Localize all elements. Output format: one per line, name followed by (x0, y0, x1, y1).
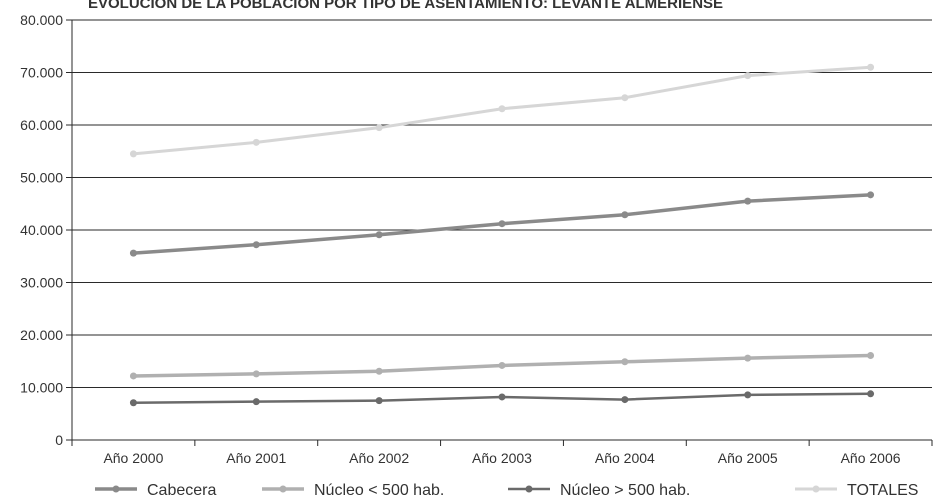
data-point (744, 391, 752, 399)
series-3 (129, 390, 875, 407)
x-tick-label: Año 2001 (226, 450, 286, 466)
x-tick-label: Año 2005 (718, 450, 778, 466)
data-point (129, 150, 137, 158)
legend-label: Núcleo < 500 hab. (314, 482, 444, 498)
data-point (498, 393, 506, 401)
legend-swatch-marker (812, 485, 820, 493)
data-point (621, 358, 629, 366)
x-tick-label: Año 2002 (349, 450, 409, 466)
data-point (744, 354, 752, 362)
x-tick-label: Año 2000 (103, 450, 163, 466)
y-tick-label: 50.000 (20, 170, 63, 186)
data-point (744, 197, 752, 205)
data-point (252, 370, 260, 378)
y-tick-label: 30.000 (20, 275, 63, 291)
axes (66, 19, 933, 446)
legend-entry: Núcleo > 500 hab. (508, 482, 690, 498)
legend-swatch-marker (525, 485, 533, 493)
legend-entry: TOTALES (795, 482, 918, 498)
data-point (375, 367, 383, 375)
data-point (375, 231, 383, 239)
data-point (621, 396, 629, 404)
data-point (252, 241, 260, 249)
y-tick-label: 10.000 (20, 380, 63, 396)
gridlines (72, 19, 932, 388)
data-point (744, 72, 752, 80)
legend-swatch-marker (112, 485, 120, 493)
data-point (252, 398, 260, 406)
data-point (129, 399, 137, 407)
y-tick-label: 40.000 (20, 222, 63, 238)
y-tick-label: 0 (55, 432, 63, 448)
x-tick-label: Año 2003 (472, 450, 532, 466)
y-tick-label: 60.000 (20, 117, 63, 133)
data-point (621, 211, 629, 219)
data-point (867, 63, 875, 71)
data-point (498, 220, 506, 228)
data-point (375, 124, 383, 132)
legend-swatch-marker (279, 485, 287, 493)
y-tick-label: 20.000 (20, 327, 63, 343)
legend-entry: Núcleo < 500 hab. (262, 482, 444, 498)
data-point (867, 191, 875, 199)
legend-label: Cabecera (147, 482, 216, 498)
y-tick-label: 70.000 (20, 65, 63, 81)
data-point (867, 390, 875, 398)
data-point (252, 138, 260, 146)
legend-label: TOTALES (847, 482, 918, 498)
y-tick-labels: 0 10.000 20.000 30.000 40.000 50.000 60.000 70.… (20, 12, 63, 448)
series-lines (129, 63, 875, 407)
x-tick-labels: Año 2000 Año 2001 Año 2002 Año 2003 Año 2004… (103, 450, 900, 466)
legend-label: Núcleo > 500 hab. (560, 482, 690, 498)
x-tick-label: Año 2004 (595, 450, 655, 466)
data-point (621, 94, 629, 102)
x-tick-label: Año 2006 (841, 450, 901, 466)
data-point (129, 372, 137, 380)
data-point (498, 361, 506, 369)
series-2 (129, 351, 875, 380)
legend-entry: Cabecera (95, 482, 216, 498)
data-point (129, 249, 137, 257)
chart-title: EVOLUCIÓN DE LA POBLACIÓN POR TIPO DE AS… (88, 0, 723, 12)
data-point (498, 105, 506, 113)
legend: Cabecera Núcleo < 500 hab. Núcleo > 500 ha… (95, 482, 918, 498)
series-1 (129, 191, 875, 257)
series-4 (129, 63, 875, 158)
data-point (867, 351, 875, 359)
data-point (375, 397, 383, 405)
y-tick-label: 80.000 (20, 12, 63, 28)
